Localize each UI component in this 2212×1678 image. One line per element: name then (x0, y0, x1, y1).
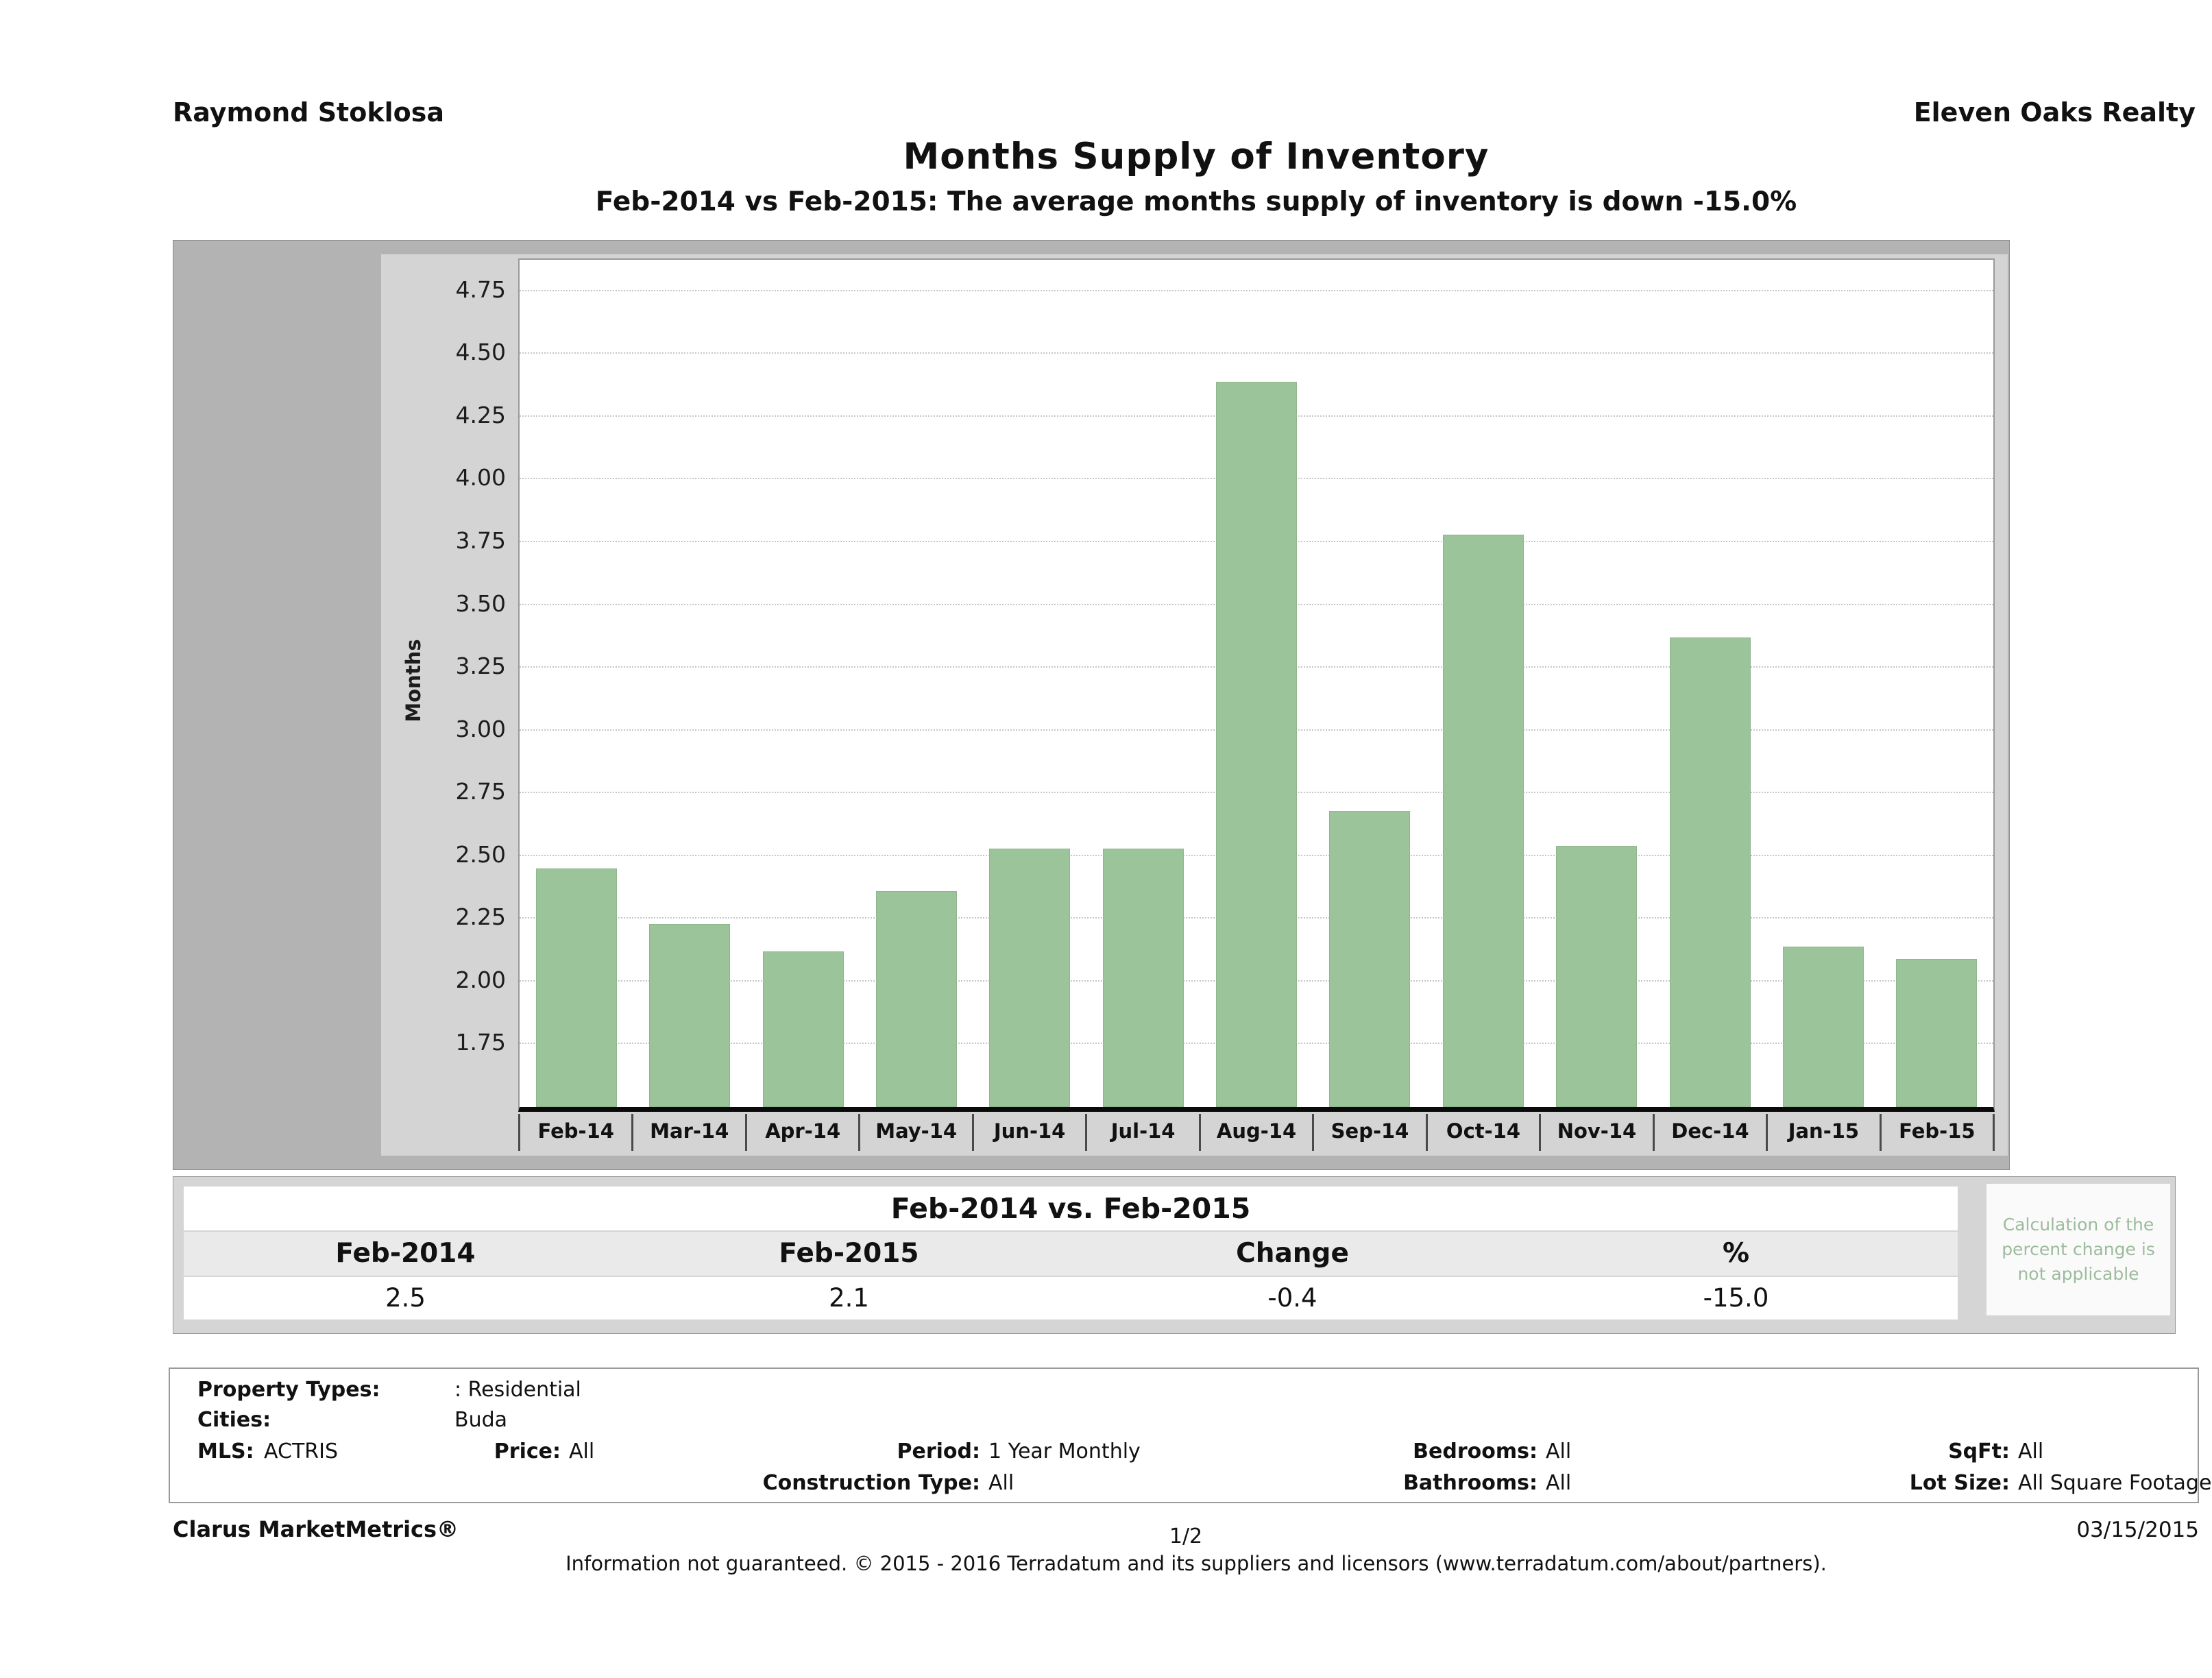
summary-col-percent: % (1722, 1238, 1750, 1269)
bar-sep-14 (1329, 810, 1411, 1107)
summary-value-feb2014: 2.5 (385, 1283, 426, 1313)
x-axis-label: Sep-14 (1312, 1114, 1425, 1151)
summary-value-percent: -15.0 (1703, 1283, 1769, 1313)
plot-area (518, 258, 1995, 1112)
filter-row-construction: Construction Type: All Bathrooms: All Lo… (170, 1469, 2212, 1498)
property-types-label: Property Types: (197, 1378, 380, 1402)
bathrooms-value: All (1546, 1471, 1572, 1495)
y-tick-label: 4.75 (455, 276, 506, 303)
percent-change-note: Calculation of the percent change is not… (1986, 1184, 2170, 1315)
construction-type-value: All (988, 1471, 1014, 1495)
summary-header-row: Feb-2014 Feb-2015 Change % (184, 1232, 1958, 1276)
x-axis-label: Jun-14 (971, 1114, 1085, 1151)
mls-label: MLS: (197, 1439, 254, 1463)
property-types-value: : Residential (454, 1378, 581, 1402)
x-axis-label: Feb-14 (518, 1114, 631, 1151)
chart-subtitle: Feb-2014 vs Feb-2015: The average months… (595, 186, 1797, 217)
x-axis-label: Dec-14 (1652, 1114, 1766, 1151)
chart-area: Months 1.75 2.00 2.25 2.50 2.75 3.00 3.25 3.50 3… (173, 240, 2010, 1170)
x-axis-label: Oct-14 (1425, 1114, 1539, 1151)
page-number: 1/2 (1169, 1524, 1203, 1548)
bar-feb-14 (535, 868, 617, 1107)
summary-col-feb2015: Feb-2015 (779, 1238, 919, 1269)
summary-col-feb2014: Feb-2014 (335, 1238, 476, 1269)
x-axis-label: Apr-14 (744, 1114, 858, 1151)
y-axis: 1.75 2.00 2.25 2.50 2.75 3.00 3.25 3.50 3.75 4.00… (381, 258, 511, 1106)
filter-row-property-types: Property Types: : Residential (170, 1376, 2198, 1405)
filter-row-mls: MLS: ACTRIS Price: All Period: 1 Year Mo… (170, 1437, 2198, 1466)
x-axis-label: Jan-15 (1766, 1114, 1879, 1151)
brand-name: Clarus MarketMetrics® (173, 1516, 459, 1542)
bedrooms-value: All (1546, 1439, 1572, 1463)
y-tick-label: 3.75 (455, 527, 506, 554)
bar-jun-14 (989, 848, 1071, 1107)
bar-aug-14 (1216, 381, 1297, 1107)
bathrooms-label: Bathrooms: (1403, 1471, 1538, 1495)
y-tick-label: 1.75 (455, 1029, 506, 1056)
brokerage-name: Eleven Oaks Realty (1913, 97, 2196, 127)
x-axis-label: May-14 (858, 1114, 971, 1151)
price-label: Price: (494, 1439, 561, 1463)
agent-name: Raymond Stoklosa (173, 97, 444, 127)
report-date: 03/15/2015 (2076, 1518, 2199, 1542)
disclaimer-text: Information not guaranteed. © 2015 - 201… (566, 1552, 1827, 1575)
sqft-value: All (2018, 1439, 2044, 1463)
period-label: Period: (897, 1439, 981, 1463)
bar-apr-14 (762, 951, 844, 1107)
summary-value-change: -0.4 (1267, 1283, 1317, 1313)
y-tick-label: 4.50 (455, 339, 506, 366)
bar-jul-14 (1102, 848, 1184, 1107)
chart-panel: Months 1.75 2.00 2.25 2.50 2.75 3.00 3.25 3.50 3… (381, 254, 2008, 1156)
y-tick-label: 3.00 (455, 715, 506, 742)
cities-label: Cities: (197, 1408, 271, 1432)
summary-table: Feb-2014 vs. Feb-2015 Feb-2014 Feb-2015 … (173, 1176, 2176, 1334)
lot-size-label: Lot Size: (1909, 1471, 2010, 1495)
y-tick-label: 4.25 (455, 401, 506, 428)
construction-type-label: Construction Type: (762, 1471, 980, 1495)
x-axis: Feb-14 Mar-14 Apr-14 May-14 Jun-14 Jul-14 Aug-… (518, 1114, 1995, 1151)
bar-jan-15 (1782, 946, 1864, 1107)
x-axis-label: Mar-14 (631, 1114, 744, 1151)
bar-mar-14 (649, 923, 731, 1107)
y-tick-label: 2.50 (455, 840, 506, 868)
y-tick-label: 2.75 (455, 778, 506, 805)
x-axis-label: Feb-15 (1879, 1114, 1995, 1151)
y-tick-label: 2.25 (455, 903, 506, 931)
filter-row-cities: Cities: Buda (170, 1406, 2198, 1435)
summary-col-change: Change (1236, 1238, 1349, 1269)
x-axis-label: Aug-14 (1198, 1114, 1312, 1151)
gridline (520, 352, 1993, 354)
bedrooms-label: Bedrooms: (1413, 1439, 1538, 1463)
sqft-label: SqFt: (1948, 1439, 2010, 1463)
x-axis-label: Jul-14 (1085, 1114, 1198, 1151)
period-value: 1 Year Monthly (988, 1439, 1141, 1463)
cities-value: Buda (454, 1408, 508, 1432)
bar-dec-14 (1669, 637, 1751, 1107)
y-tick-label: 3.50 (455, 589, 506, 617)
mls-value: ACTRIS (264, 1439, 339, 1463)
x-axis-label: Nov-14 (1539, 1114, 1652, 1151)
bar-nov-14 (1556, 846, 1638, 1107)
y-tick-label: 2.00 (455, 966, 506, 993)
filters-box: Property Types: : Residential Cities: Bu… (169, 1367, 2212, 1503)
y-tick-label: 3.25 (455, 653, 506, 680)
lot-size-value: All Square Footage (2018, 1471, 2212, 1495)
chart-title: Months Supply of Inventory (903, 136, 1490, 178)
bar-feb-15 (1896, 958, 1978, 1107)
price-value: All (569, 1439, 595, 1463)
bar-oct-14 (1442, 535, 1524, 1107)
summary-value-feb2015: 2.1 (829, 1283, 869, 1313)
y-tick-label: 4.00 (455, 464, 506, 491)
bar-may-14 (875, 891, 957, 1107)
summary-value-row: 2.5 2.1 -0.4 -15.0 (184, 1277, 1958, 1320)
summary-title: Feb-2014 vs. Feb-2015 (184, 1187, 1958, 1230)
gridline (520, 289, 1993, 291)
